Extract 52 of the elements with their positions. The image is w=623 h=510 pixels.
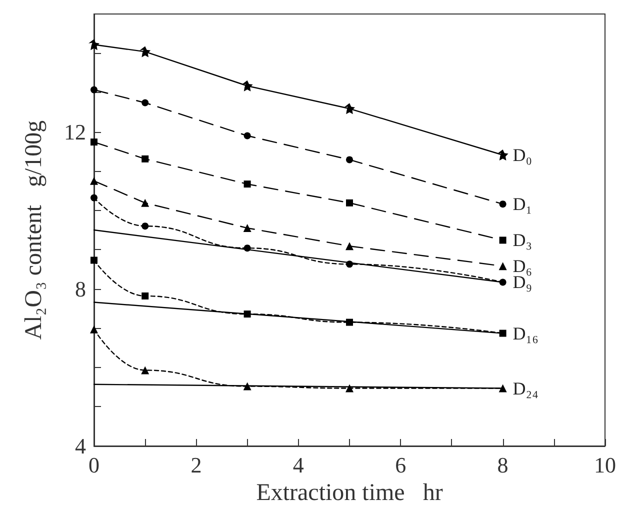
point	[90, 86, 98, 94]
x-axis-title: Extraction time hr	[256, 480, 443, 506]
point	[346, 242, 354, 250]
point	[344, 103, 355, 114]
y-tick-label: 8	[75, 276, 86, 302]
series-label: D₁₆	[512, 323, 538, 344]
point	[141, 366, 150, 374]
series-label: D₀	[512, 144, 532, 165]
point	[141, 198, 150, 207]
point	[346, 318, 353, 326]
point	[243, 382, 252, 390]
point	[346, 384, 354, 392]
series-label: D₂₄	[512, 378, 538, 398]
y-tick-label: 12	[64, 119, 86, 144]
point	[497, 149, 508, 160]
series-label: D₆	[512, 256, 532, 276]
point	[499, 236, 506, 244]
point	[244, 180, 251, 188]
point	[499, 278, 506, 286]
point	[242, 80, 253, 92]
point	[244, 310, 251, 318]
point	[142, 292, 149, 300]
series-label: D₃	[512, 230, 532, 250]
point	[142, 155, 149, 162]
point	[90, 176, 98, 185]
point	[346, 260, 353, 268]
x-tick-label: 4	[292, 452, 304, 478]
point	[142, 222, 149, 230]
point	[90, 138, 98, 146]
point	[90, 325, 98, 334]
y-axis-title: Al₂O₃ content g/100g	[21, 120, 47, 340]
point	[140, 46, 151, 58]
point	[498, 262, 507, 270]
x-tick-label: 2	[190, 452, 202, 478]
point	[499, 330, 506, 337]
series-label: D₁	[512, 194, 532, 214]
x-tick-label: 0	[88, 452, 100, 478]
point	[244, 244, 251, 252]
point	[142, 99, 149, 106]
point	[498, 384, 507, 392]
x-tick-label: 8	[497, 452, 508, 478]
x-tick-label: 10	[594, 452, 616, 478]
point	[499, 200, 506, 208]
point	[243, 224, 252, 232]
point	[88, 39, 100, 50]
point	[346, 199, 353, 206]
y-tick-label: 4	[75, 434, 86, 458]
point	[346, 156, 353, 164]
point	[90, 194, 98, 202]
point	[244, 132, 251, 140]
point	[90, 256, 98, 264]
x-tick-label: 6	[395, 452, 406, 478]
